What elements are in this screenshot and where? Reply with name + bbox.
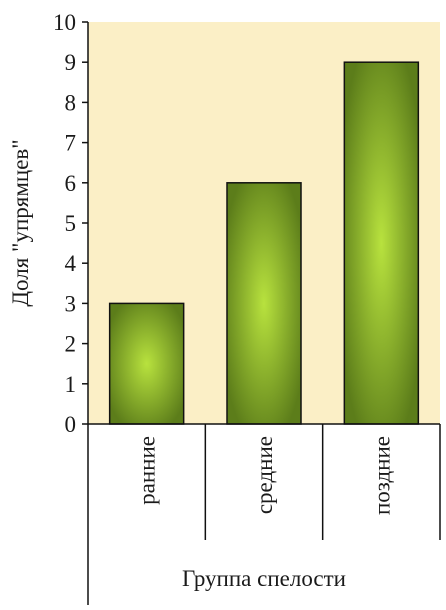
y-tick-label-1: 1 [65, 372, 77, 397]
y-tick-label-10: 10 [53, 10, 76, 35]
y-tick-label-0: 0 [65, 412, 77, 437]
y-tick-label-2: 2 [65, 332, 77, 357]
axes [82, 21, 441, 605]
bars [108, 61, 420, 425]
y-tick-label-6: 6 [65, 171, 77, 196]
y-tick-label-8: 8 [65, 90, 77, 115]
x-category-label-3: поздние [369, 436, 394, 515]
y-tick-label-4: 4 [65, 251, 77, 276]
x-axis-title: Группа спелости [182, 566, 346, 591]
y-tick-label-9: 9 [65, 50, 77, 75]
y-axis-title: Доля "упрямцев" [8, 139, 33, 306]
bar-2 [226, 182, 302, 425]
bar-1 [108, 302, 185, 425]
x-category-label-1: ранние [135, 436, 160, 505]
x-category-label-2: средние [252, 436, 277, 514]
bar-3 [343, 61, 420, 425]
y-tick-label-7: 7 [65, 131, 77, 156]
x-category-labels: ранние средние поздние [135, 436, 395, 515]
y-tick-label-3: 3 [65, 291, 77, 316]
y-tick-label-5: 5 [65, 211, 77, 236]
y-tick-labels: 0 1 2 3 4 5 6 7 8 9 10 [53, 10, 77, 437]
